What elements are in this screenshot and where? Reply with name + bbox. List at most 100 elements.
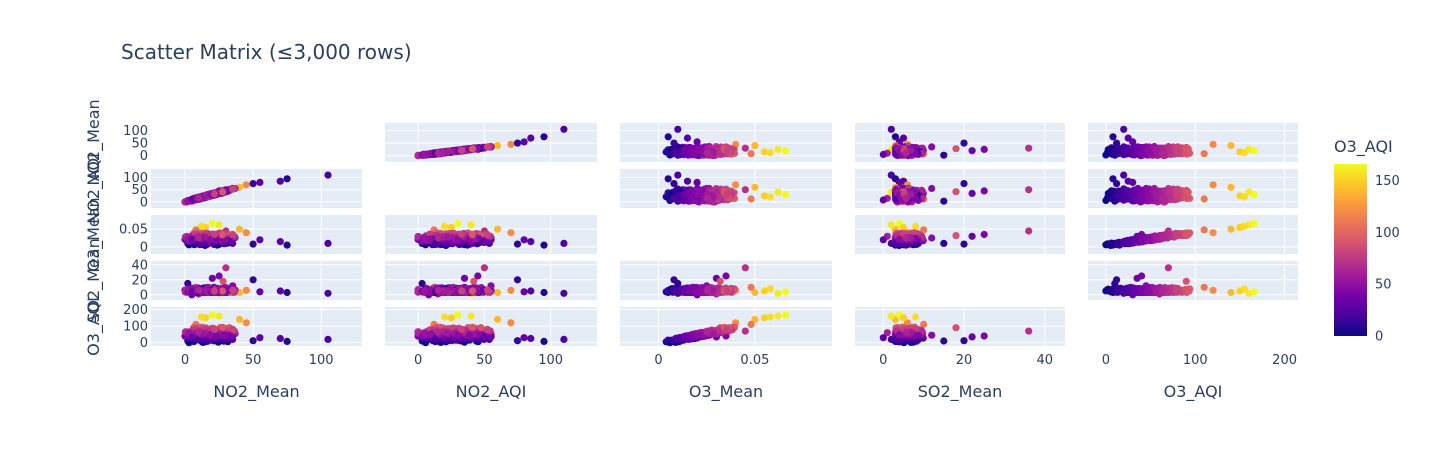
data-point	[723, 190, 731, 198]
data-point	[276, 177, 284, 185]
data-point	[674, 149, 683, 157]
data-point	[902, 149, 910, 157]
data-point	[693, 178, 701, 186]
data-point	[782, 191, 790, 199]
data-point	[703, 149, 711, 157]
data-point	[443, 148, 451, 156]
data-point	[458, 146, 466, 154]
data-point	[1114, 148, 1122, 156]
data-point	[741, 186, 749, 194]
data-point	[256, 178, 264, 186]
data-point	[960, 180, 968, 188]
data-point	[895, 178, 904, 186]
data-point	[494, 142, 502, 150]
data-point	[324, 171, 332, 179]
data-point	[968, 189, 976, 197]
data-point	[195, 194, 203, 202]
data-point	[774, 145, 782, 153]
data-point	[1250, 147, 1258, 155]
data-point	[774, 188, 782, 196]
data-point	[1184, 145, 1192, 153]
points-group	[662, 171, 790, 206]
cell-no2_aqi-vs-o3_mean	[620, 169, 832, 208]
cell-no2_mean-vs-no2_aqi	[385, 123, 597, 162]
data-point	[229, 185, 237, 193]
data-point	[952, 188, 960, 196]
data-point	[483, 143, 491, 151]
data-point	[891, 133, 900, 141]
points-group	[662, 125, 790, 160]
data-point	[1240, 149, 1248, 157]
data-point	[218, 188, 227, 196]
data-point	[664, 175, 672, 183]
data-point	[709, 192, 717, 201]
data-point	[879, 196, 887, 204]
data-point	[928, 143, 936, 151]
data-point	[747, 150, 755, 158]
data-point	[782, 147, 790, 155]
data-point	[940, 197, 948, 205]
data-point	[527, 134, 535, 142]
data-point	[520, 138, 528, 146]
data-point	[1227, 142, 1235, 150]
points-group	[1102, 125, 1258, 160]
data-point	[664, 133, 672, 141]
data-point	[751, 142, 759, 150]
data-point	[741, 144, 749, 152]
data-point	[1209, 140, 1217, 148]
data-point	[1173, 146, 1182, 154]
points-group	[414, 125, 568, 160]
data-point	[940, 151, 948, 159]
data-point	[980, 187, 988, 195]
data-point	[694, 147, 702, 155]
data-point	[694, 191, 702, 199]
cell-no2_aqi-vs-so2_mean	[855, 169, 1065, 208]
data-point	[1130, 150, 1138, 158]
data-point	[674, 125, 682, 133]
data-point	[928, 184, 936, 193]
data-point	[1144, 147, 1152, 155]
data-point	[751, 183, 759, 191]
data-point	[1025, 144, 1033, 152]
data-point	[210, 190, 219, 198]
data-point	[1153, 148, 1161, 156]
data-point	[1120, 125, 1128, 133]
data-point	[513, 139, 522, 147]
data-point	[732, 181, 740, 189]
cell-no2_mean-vs-o3_mean	[620, 123, 832, 162]
data-point	[283, 175, 291, 183]
data-point	[1107, 144, 1115, 152]
data-point	[1109, 133, 1117, 141]
data-point	[674, 171, 682, 179]
data-point	[468, 145, 476, 153]
data-point	[434, 149, 442, 157]
data-point	[1159, 149, 1167, 157]
data-point	[887, 125, 895, 133]
data-point	[560, 125, 568, 133]
cell-no2_mean-vs-so2_mean	[855, 123, 1065, 162]
data-point	[249, 180, 257, 188]
data-point	[747, 195, 755, 203]
data-point	[540, 133, 548, 141]
data-point	[1120, 149, 1129, 157]
points-group	[879, 171, 1033, 206]
data-point	[674, 195, 683, 203]
chart-title: Scatter Matrix (≤3,000 rows)	[121, 40, 412, 64]
data-point	[1129, 138, 1137, 146]
data-point	[426, 149, 435, 158]
data-point	[1025, 186, 1033, 194]
data-point	[1200, 150, 1208, 158]
data-point	[683, 177, 692, 185]
data-point	[879, 150, 887, 159]
data-point	[507, 140, 515, 148]
data-point	[952, 145, 960, 153]
data-point	[760, 148, 769, 156]
data-point	[766, 149, 774, 157]
points-group	[181, 171, 332, 206]
data-point	[242, 181, 250, 189]
data-point	[670, 180, 678, 188]
data-point	[968, 147, 976, 155]
cell-no2_mean-vs-o3_aqi	[1088, 123, 1298, 162]
data-point	[709, 148, 717, 156]
